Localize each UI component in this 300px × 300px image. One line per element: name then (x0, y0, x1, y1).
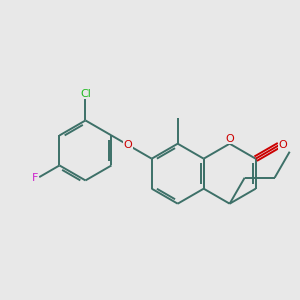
Text: O: O (225, 134, 234, 144)
Text: O: O (123, 140, 132, 150)
Text: F: F (32, 173, 38, 183)
Text: Cl: Cl (81, 89, 92, 99)
Text: O: O (279, 140, 287, 150)
